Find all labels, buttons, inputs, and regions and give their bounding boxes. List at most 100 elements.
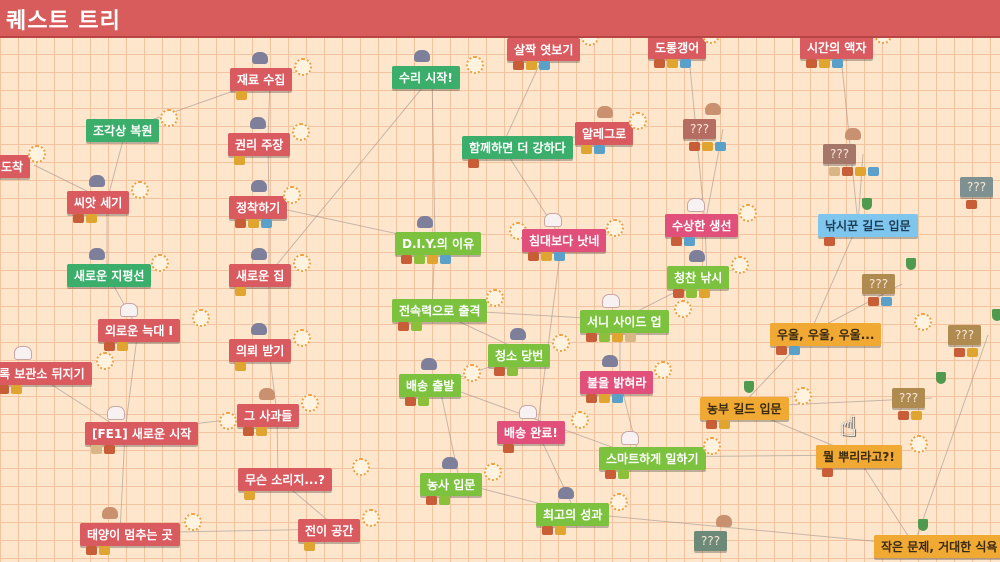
quest-label[interactable]: 도착: [0, 155, 31, 178]
key-reward-icon: [427, 255, 438, 264]
connection-line: [119, 431, 126, 534]
quest-label[interactable]: 조각상 복원: [86, 119, 160, 142]
quest-label[interactable]: 농사 입문: [420, 473, 483, 496]
quest-label[interactable]: 작은 문제, 거대한 식욕: [874, 535, 1000, 558]
key-reward-icon: [235, 362, 246, 371]
quest-label[interactable]: 살짝 엿보기: [507, 38, 581, 61]
quest-label[interactable]: 권리 주장: [228, 133, 291, 156]
quest-label[interactable]: ???: [694, 531, 728, 551]
chest-reward-icon: [966, 200, 977, 209]
quest-label[interactable]: 도롱갱어: [648, 36, 707, 59]
leaf-reward-icon: [418, 397, 429, 406]
quest-label[interactable]: 청소 당번: [488, 344, 551, 367]
quest-label[interactable]: 수상한 생선: [665, 214, 739, 237]
quest-label[interactable]: 배송 출발: [399, 374, 462, 397]
quest-label[interactable]: 뭘 뿌리라고?!: [816, 445, 902, 468]
key-reward-icon: [235, 287, 246, 296]
quest-giver-avatar: [544, 213, 562, 227]
quest-label[interactable]: 전속력으로 출격: [392, 299, 488, 322]
quest-label[interactable]: ???: [892, 388, 926, 408]
quest-giver-avatar: [120, 303, 138, 317]
new-quest-sparkle-icon: [219, 412, 237, 430]
key-reward-icon: [612, 333, 623, 342]
reward-icons: [0, 385, 22, 394]
quest-label[interactable]: 그 사과들: [237, 404, 300, 427]
new-quest-sparkle-icon: [293, 254, 311, 272]
quest-label[interactable]: ???: [683, 119, 717, 139]
scroll-reward-icon: [625, 333, 636, 342]
quest-label[interactable]: 새로운 지평선: [67, 264, 152, 287]
quest-label[interactable]: 전이 공간: [298, 519, 361, 542]
quest-label[interactable]: ???: [948, 325, 982, 345]
quest-giver-avatar: [89, 248, 105, 260]
key-reward-icon: [86, 214, 97, 223]
reward-icons: [654, 59, 691, 68]
guild-shield-icon: [918, 519, 928, 531]
key-reward-icon: [11, 385, 22, 394]
quest-label[interactable]: ???: [960, 177, 994, 197]
quest-label[interactable]: 알레그로: [575, 122, 634, 145]
chest-reward-icon: [654, 59, 665, 68]
quest-label[interactable]: 외로운 늑대 I: [98, 319, 181, 342]
quest-label[interactable]: 씨앗 세기: [67, 191, 130, 214]
quest-label[interactable]: 침대보다 낫네: [522, 229, 607, 252]
new-quest-sparkle-icon: [910, 435, 928, 453]
reward-icons: [528, 252, 565, 261]
quest-label[interactable]: 시간의 액자: [800, 36, 874, 59]
connection-line: [438, 383, 640, 458]
chest-reward-icon: [542, 526, 553, 535]
quest-label[interactable]: 태양이 멈추는 곳: [80, 523, 180, 546]
new-quest-sparkle-icon: [654, 361, 672, 379]
leaf-reward-icon: [411, 322, 422, 331]
reward-icons: [86, 546, 110, 555]
new-quest-sparkle-icon: [184, 513, 202, 531]
reward-icons: [235, 287, 246, 296]
reward-icons: [806, 59, 843, 68]
quest-label[interactable]: 수리 시작!: [392, 66, 460, 89]
chest-reward-icon: [243, 427, 254, 436]
page-title: 퀘스트 트리: [6, 9, 121, 34]
quest-label[interactable]: 최고의 성과: [536, 503, 610, 526]
quest-label[interactable]: 배송 완료!: [497, 421, 565, 444]
new-quest-sparkle-icon: [283, 186, 301, 204]
new-quest-sparkle-icon: [571, 411, 589, 429]
chest-reward-icon: [104, 342, 115, 351]
connection-line: [431, 75, 436, 243]
quest-label[interactable]: 스마트하게 일하기: [599, 447, 706, 470]
chest-reward-icon: [822, 468, 833, 477]
quest-label[interactable]: 새로운 집: [229, 264, 292, 287]
quest-label[interactable]: D.I.Y.의 이유: [395, 232, 482, 255]
quest-giver-avatar: [621, 431, 639, 445]
quest-label[interactable]: 낚시꾼 길드 입문: [818, 214, 918, 237]
quest-label[interactable]: 함께하면 더 강하다: [462, 136, 573, 159]
quest-label[interactable]: 우울, 우울, 우울...: [770, 323, 882, 346]
quest-giver-avatar: [89, 175, 105, 187]
guild-shield-icon: [862, 198, 872, 210]
quest-label[interactable]: 의뢰 받기: [229, 339, 292, 362]
quest-label[interactable]: 재료 수집: [230, 68, 293, 91]
quest-label[interactable]: 농부 길드 입문: [700, 397, 789, 420]
connection-line: [857, 153, 864, 225]
new-quest-sparkle-icon: [466, 56, 484, 74]
quest-label[interactable]: 불을 밝혀라: [580, 371, 654, 394]
quest-label[interactable]: 정착하기: [229, 196, 288, 219]
quest-label[interactable]: 청찬 낚시: [667, 266, 730, 289]
reward-icons: [689, 142, 726, 151]
quest-label[interactable]: ???: [823, 144, 857, 164]
reward-icons: [426, 496, 450, 505]
gem-reward-icon: [261, 219, 272, 228]
quest-label[interactable]: 무슨 소리지...?: [238, 468, 333, 491]
chest-reward-icon: [868, 297, 879, 306]
quest-label[interactable]: ???: [862, 274, 896, 294]
reward-icons: [824, 237, 835, 246]
quest-giver-avatar: [519, 405, 537, 419]
chest-reward-icon: [528, 252, 539, 261]
quest-label[interactable]: 서니 사이드 업: [580, 310, 669, 333]
new-quest-sparkle-icon: [731, 256, 749, 274]
reward-icons: [73, 214, 97, 223]
reward-icons: [401, 255, 451, 264]
quest-label[interactable]: [FE1] 새로운 시작: [85, 422, 199, 445]
scroll-reward-icon: [829, 167, 840, 176]
quest-label[interactable]: 록 보관소 뒤지기: [0, 362, 92, 385]
